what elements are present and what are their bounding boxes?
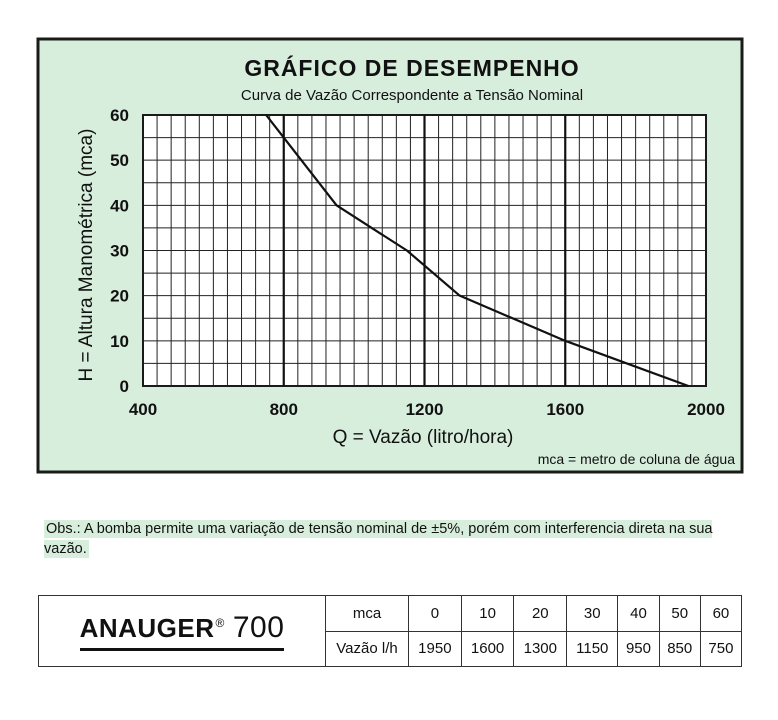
x-tick-label: 1600	[546, 400, 584, 419]
observation-note: Obs.: A bomba permite uma variação de te…	[44, 519, 744, 559]
y-axis-label: H = Altura Manométrica (mca)	[76, 129, 97, 382]
spec-table-box: ANAUGER® 700 mca 0 10 20 30 40 50 60 Vazão l/h …	[38, 595, 742, 667]
y-tick-label: 40	[110, 196, 129, 215]
table-row-mca: mca 0 10 20 30 40 50 60	[326, 596, 741, 632]
y-tick-label: 60	[110, 106, 129, 125]
cell-mca: 40	[617, 596, 660, 632]
cell-mca: 0	[408, 596, 462, 632]
x-tick-label: 2000	[687, 400, 725, 419]
y-tick-label: 20	[110, 287, 129, 306]
y-tick-label: 30	[110, 242, 129, 261]
cell-mca: 30	[566, 596, 619, 632]
series-group	[265, 114, 689, 388]
registered-mark: ®	[215, 616, 225, 631]
model-number: 700	[232, 611, 285, 644]
y-tick-labels: 0 10 20 30 40 50 60	[110, 106, 129, 396]
x-tick-label: 1200	[406, 400, 444, 419]
x-tick-labels: 400 800 1200 1600 2000	[129, 400, 725, 419]
grid-minor	[143, 115, 706, 386]
cell-vazao: 1600	[460, 630, 515, 666]
row-label-vazao: Vazão l/h	[326, 630, 409, 666]
x-tick-label: 800	[270, 400, 298, 419]
brand-logo: ANAUGER® 700	[79, 611, 285, 651]
cell-mca: 50	[658, 596, 701, 632]
row-label-mca: mca	[326, 596, 409, 632]
chart-subtitle: Curva de Vazão Correspondente a Tensão N…	[241, 87, 583, 104]
cell-vazao: 1950	[408, 630, 462, 666]
cell-mca: 60	[699, 596, 741, 632]
y-tick-label: 0	[120, 377, 129, 396]
cell-vazao: 750	[699, 630, 741, 666]
cell-vazao: 850	[658, 630, 701, 666]
observation-text: Obs.: A bomba permite uma variação de te…	[44, 520, 713, 558]
chart-title: GRÁFICO DE DESEMPENHO	[244, 54, 579, 81]
brand-name: ANAUGER	[79, 613, 215, 643]
unit-note: mca = metro de coluna de água	[538, 451, 736, 467]
series-line	[265, 114, 689, 388]
brand-cell: ANAUGER® 700	[39, 596, 326, 666]
y-tick-label: 10	[110, 332, 129, 351]
x-axis-label: Q = Vazão (litro/hora)	[333, 427, 514, 448]
cell-vazao: 950	[617, 630, 660, 666]
cell-vazao: 1300	[513, 630, 568, 666]
table-row-vazao: Vazão l/h 1950 1600 1300 1150 950 850 750	[326, 630, 741, 666]
spec-table: mca 0 10 20 30 40 50 60 Vazão l/h 1950 1600 1300…	[326, 596, 741, 666]
cell-vazao: 1150	[566, 630, 619, 666]
y-tick-label: 50	[110, 151, 129, 170]
cell-mca: 20	[513, 596, 568, 632]
x-tick-label: 400	[129, 400, 157, 419]
cell-mca: 10	[460, 596, 515, 632]
performance-chart: GRÁFICO DE DESEMPENHO Curva de Vazão Cor…	[36, 37, 744, 474]
